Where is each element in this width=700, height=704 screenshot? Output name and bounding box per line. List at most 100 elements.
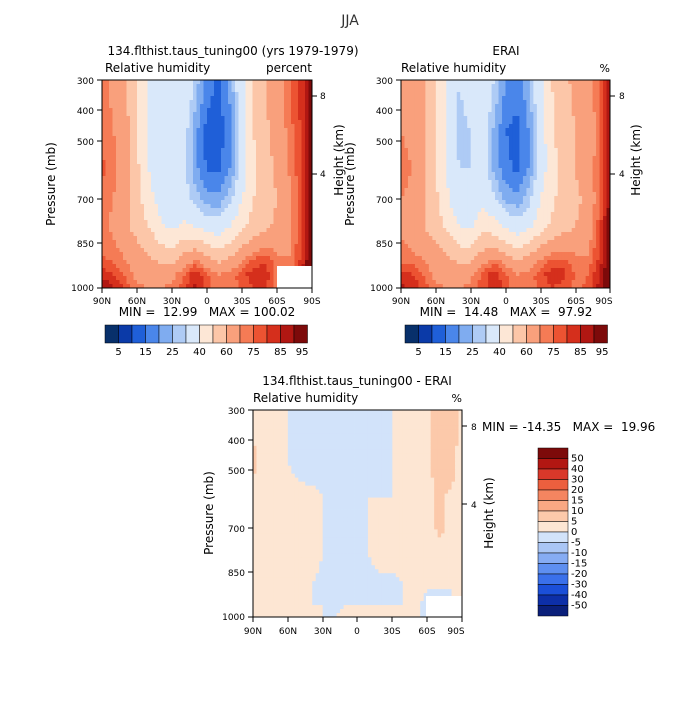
field-cell xyxy=(401,136,405,141)
field-cell xyxy=(484,164,489,169)
field-cell xyxy=(540,104,545,109)
field-cell xyxy=(102,92,106,97)
field-cell xyxy=(231,264,236,269)
field-cell xyxy=(158,192,162,197)
field-cell xyxy=(599,84,604,89)
field-cell xyxy=(439,92,444,97)
field-cell xyxy=(231,260,236,265)
field-cell xyxy=(273,280,278,285)
field-cell xyxy=(158,136,162,141)
field-cell xyxy=(606,84,611,89)
field-cell xyxy=(277,208,281,213)
field-cell xyxy=(158,92,162,97)
field-cell xyxy=(105,180,110,185)
field-cell xyxy=(502,176,506,181)
field-cell xyxy=(554,136,559,141)
field-cell xyxy=(116,100,120,105)
field-cell xyxy=(446,100,451,105)
field-cell xyxy=(207,196,211,201)
field-cell xyxy=(224,216,229,221)
field-cell xyxy=(512,88,517,93)
field-cell xyxy=(481,176,485,181)
field-cell xyxy=(477,168,482,173)
field-cell xyxy=(235,168,239,173)
field-cell xyxy=(161,240,166,245)
field-cell xyxy=(203,188,208,193)
field-cell xyxy=(529,128,534,133)
field-cell xyxy=(280,180,285,185)
field-cell xyxy=(193,136,197,141)
field-cell xyxy=(515,80,520,85)
field-cell xyxy=(130,96,134,101)
field-cell xyxy=(287,172,292,177)
field-cell xyxy=(179,184,183,189)
field-cell xyxy=(407,152,412,157)
field-cell xyxy=(189,260,194,265)
field-cell xyxy=(515,116,520,121)
field-cell xyxy=(151,280,155,285)
field-cell xyxy=(498,88,503,93)
field-cell xyxy=(526,100,531,105)
field-cell xyxy=(112,100,117,105)
field-cell xyxy=(414,136,419,141)
field-cell xyxy=(599,180,604,185)
field-cell xyxy=(105,200,110,205)
field-cell xyxy=(196,164,201,169)
field-cell xyxy=(196,120,201,125)
field-cell xyxy=(277,120,281,125)
field-cell xyxy=(280,184,285,189)
field-cell xyxy=(102,112,106,117)
field-cell xyxy=(407,92,412,97)
field-cell xyxy=(193,100,197,105)
field-cell xyxy=(561,192,566,197)
field-cell xyxy=(428,168,433,173)
field-cell xyxy=(270,144,274,149)
field-cell xyxy=(245,136,250,141)
field-cell xyxy=(421,104,426,109)
field-cell xyxy=(568,196,573,201)
field-cell xyxy=(186,124,190,129)
field-cell xyxy=(571,80,576,85)
field-cell xyxy=(488,132,492,137)
field-cell xyxy=(210,84,215,89)
field-cell xyxy=(123,280,127,285)
field-cell xyxy=(217,260,222,265)
field-cell xyxy=(133,108,138,113)
field-cell xyxy=(273,172,278,177)
field-cell xyxy=(137,120,141,125)
field-cell xyxy=(252,200,257,205)
field-cell xyxy=(245,220,250,225)
field-cell xyxy=(428,132,433,137)
field-cell xyxy=(543,88,548,93)
field-cell xyxy=(231,220,236,225)
field-cell xyxy=(224,212,229,217)
field-cell xyxy=(179,256,183,261)
field-cell xyxy=(123,252,127,257)
field-cell xyxy=(235,284,239,289)
field-cell xyxy=(484,104,489,109)
field-cell xyxy=(228,84,232,89)
field-cell xyxy=(147,220,152,225)
field-cell xyxy=(603,152,607,157)
field-cell xyxy=(116,276,120,281)
field-cell xyxy=(291,180,295,185)
field-cell xyxy=(175,120,180,125)
field-cell xyxy=(249,220,253,225)
field-cell xyxy=(175,168,180,173)
field-cell xyxy=(158,272,162,277)
field-cell xyxy=(207,220,211,225)
field-cell xyxy=(515,120,520,125)
field-cell xyxy=(214,212,218,217)
field-cell xyxy=(515,164,520,169)
field-cell xyxy=(508,104,513,109)
field-cell xyxy=(252,88,257,93)
field-cell xyxy=(273,148,278,153)
field-cell xyxy=(284,216,288,221)
field-cell xyxy=(540,164,545,169)
field-cell xyxy=(189,188,194,193)
field-cell xyxy=(564,80,569,85)
field-cell xyxy=(235,88,239,93)
field-cell xyxy=(130,112,134,117)
field-cell xyxy=(249,184,253,189)
field-cell xyxy=(207,144,211,149)
